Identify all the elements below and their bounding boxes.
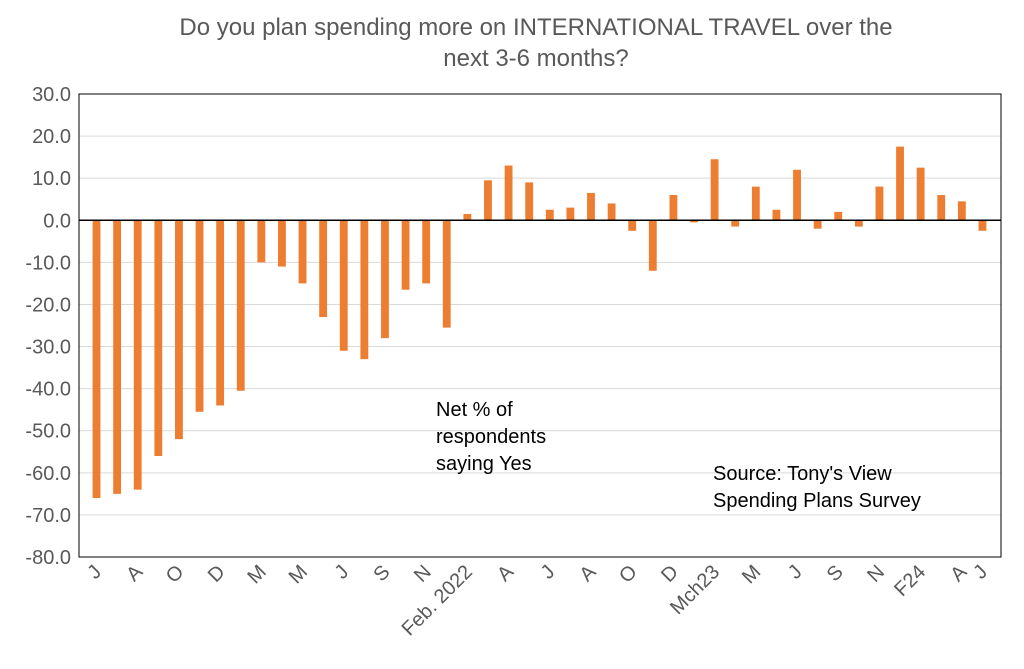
x-tick-label: N [410,561,436,587]
y-tick-label: -20.0 [25,294,71,316]
x-tick-label: S [823,561,848,586]
bar [751,186,760,221]
bar [669,195,678,221]
bar [401,220,410,290]
chart-title-line-1: Do you plan spending more on INTERNATION… [179,14,892,41]
bar [92,220,101,499]
x-tick-label: D [657,561,683,587]
x-tick-label: J [537,561,560,584]
bar [937,195,946,221]
bar [133,220,142,490]
x-tick-label: A [493,561,518,586]
y-tick-label: -40.0 [25,379,71,401]
bar [319,220,328,318]
x-tick-label: M [244,561,271,588]
y-tick-label: -50.0 [25,421,71,443]
bar [690,220,698,223]
x-tick-label: N [863,561,889,587]
bar [978,220,987,231]
y-tick-label: -30.0 [25,337,71,359]
bar [916,167,925,221]
bar [710,159,719,221]
bar [793,169,801,221]
annotation-net-line-3: saying Yes [436,453,532,475]
bar [339,220,348,351]
source-note-line-1: Source: Tony's View [713,463,892,485]
bar-series [92,146,987,499]
x-tick-label: A [576,561,601,586]
bar [236,220,245,391]
bar [175,220,183,440]
bar [216,220,225,406]
bar [772,209,781,221]
bar [607,203,616,221]
bar [422,220,431,284]
bar [834,211,843,221]
bar [257,220,266,263]
bar [504,165,513,221]
bar [278,220,286,267]
x-tick-label: M [738,561,765,588]
bar [381,220,389,339]
bar [525,182,534,221]
bar [957,201,966,221]
bar [545,209,554,221]
bar [484,180,492,221]
y-tick-label: -60.0 [25,463,71,485]
bar [154,220,163,456]
bar [648,220,657,271]
y-tick-label: -80.0 [25,547,71,569]
bar [896,146,904,221]
bar [587,192,595,221]
bar [442,220,451,328]
annotation-net-line-1: Net % of [436,399,513,421]
x-tick-label: J [784,561,807,584]
bar [628,220,637,231]
y-axis-tick-labels: 30.0 20.0 10.0 0.0 -10.0 -20.0 -30.0 -40.0 -50.0… [25,84,71,569]
x-tick-label: M [285,561,312,588]
x-tick-label: O [162,561,189,588]
y-tick-label: -70.0 [25,505,71,527]
bar [195,220,204,412]
x-tick-label: D [204,561,230,587]
x-tick-label: J [83,561,106,584]
y-tick-label: 20.0 [32,126,71,148]
x-tick-label: A [122,561,147,586]
y-tick-label: 0.0 [43,210,71,232]
x-tick-label: J [331,561,354,584]
x-tick-label: S [370,561,395,586]
bar [875,186,884,221]
y-tick-label: 30.0 [32,84,71,106]
bar [566,207,575,221]
bar [813,220,822,229]
bar [360,220,369,360]
y-tick-label: 10.0 [32,168,71,190]
plot-area-border [78,93,1002,558]
annotation-net-line-2: respondents [436,426,546,448]
source-note-line-2: Spending Plans Survey [713,490,921,512]
x-tick-label: Feb. 2022 [398,561,477,640]
x-tick-label: A [946,561,971,586]
x-tick-label: J [969,561,992,584]
bar [854,220,863,227]
bar [113,220,122,494]
bar [298,220,307,284]
bar [731,220,740,227]
x-tick-label: O [615,561,642,588]
y-tick-label: -10.0 [25,252,71,274]
chart-title-line-2: next 3-6 months? [443,45,628,72]
x-tick-label: F24 [890,561,930,601]
bar [463,213,472,221]
